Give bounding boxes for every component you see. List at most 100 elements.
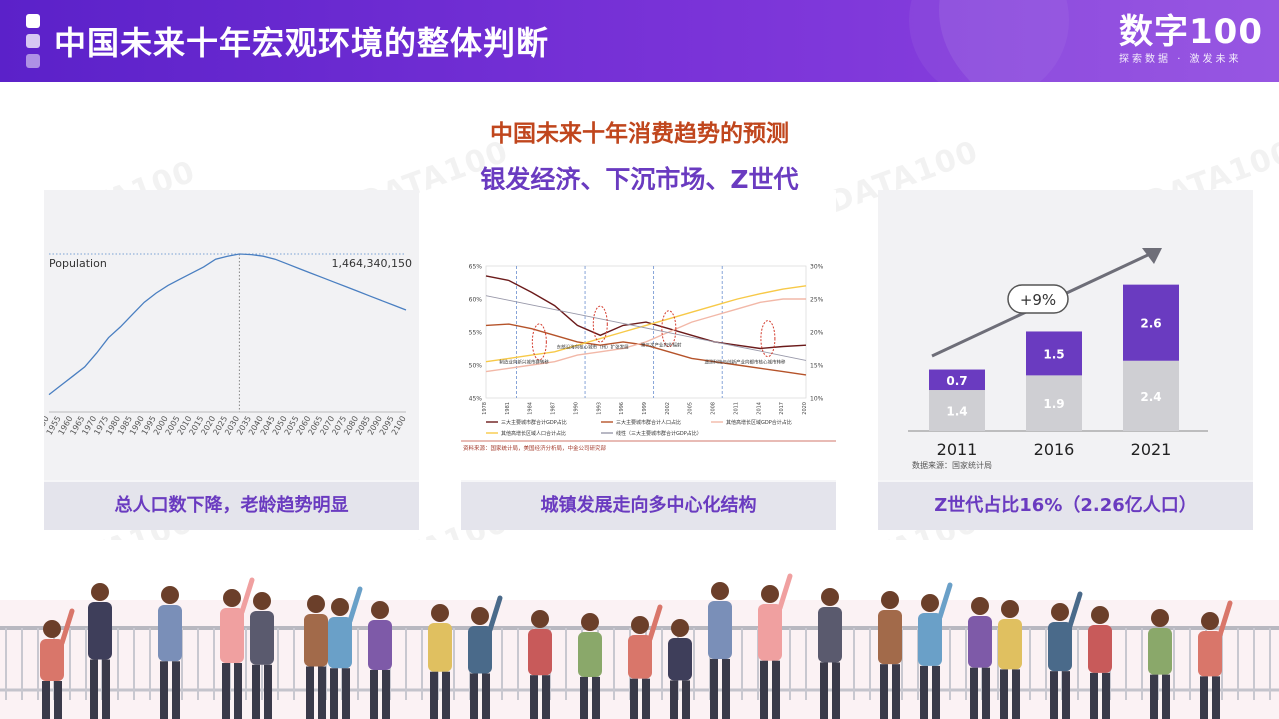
x-tick-label: 2017 — [779, 402, 785, 415]
chart-area: +9% 1.4 0.7 2011 1.9 1.5 2016 2.4 2.6 2021 数据来源：国家… — [878, 190, 1253, 480]
x-tick-label: 2016 — [1034, 440, 1075, 459]
legend-label: 其他高增长区域GDP合计占比 — [726, 419, 792, 426]
people-group — [40, 573, 1233, 719]
y-right-tick-label: 10% — [810, 396, 824, 403]
bar-segment — [1123, 284, 1179, 361]
urbanization-chart: 65% 60% 55% 50% 45% 30% 25% 20% 15% 10% 制造业向新兴城市群转… — [461, 264, 836, 452]
person-leg — [306, 666, 314, 719]
person-torso — [628, 635, 652, 679]
person-leg — [482, 673, 490, 719]
x-tick-label: 2005 — [688, 402, 694, 415]
x-tick-label: 1999 — [642, 402, 648, 415]
person-head — [761, 585, 779, 603]
bar-value-label: 2.4 — [1140, 390, 1161, 404]
person-head — [631, 616, 649, 634]
bar-value-label: 1.9 — [1043, 397, 1064, 411]
bar-value-label: 2.6 — [1140, 317, 1161, 331]
person-leg — [722, 658, 730, 719]
chart-annotation: 第三次产业向外辐射 — [641, 342, 682, 349]
person-torso — [40, 639, 64, 681]
x-tick-label: 1993 — [596, 402, 602, 415]
section-subheading: 银发经济、下沉市场、Z世代 — [480, 165, 799, 194]
person-head — [1051, 603, 1069, 621]
panel-caption: 城镇发展走向多中心化结构 — [461, 482, 836, 530]
person-torso — [468, 626, 492, 674]
person-head — [43, 620, 61, 638]
person-leg — [670, 680, 678, 719]
person-torso — [818, 607, 842, 663]
person-leg — [442, 671, 450, 719]
person-torso — [304, 614, 328, 667]
y-left-tick-label: 60% — [469, 297, 483, 304]
source-note: 数据来源：国家统计局 — [912, 460, 992, 470]
person-torso — [158, 605, 182, 662]
person-leg — [682, 680, 690, 719]
panel-caption: Z世代占比16%（2.26亿人口） — [878, 482, 1253, 530]
person-leg — [234, 663, 242, 719]
x-tick-label: 1981 — [505, 402, 511, 415]
person-torso — [528, 629, 552, 676]
person-raised-arm — [487, 595, 503, 633]
person-head — [331, 598, 349, 616]
trend-arrow-head — [1142, 248, 1162, 264]
panel-population: 1950 1955 1960 1965 1970 1975 1980 1985 1990 1995… — [33, 190, 419, 530]
highlight-ellipse — [661, 310, 677, 348]
x-tick-label: 1987 — [551, 402, 557, 415]
person-raised-arm — [777, 573, 793, 611]
person-head — [471, 607, 489, 625]
series-label: Population — [49, 257, 107, 270]
legend-label: 三大主要城市群合计人口占比 — [616, 419, 681, 426]
person-head — [307, 595, 325, 613]
person-raised-arm — [1217, 600, 1233, 638]
person-leg — [832, 662, 840, 719]
person-head — [711, 582, 729, 600]
person-raised-arm — [937, 582, 953, 620]
page-title: 中国未来十年宏观环境的整体判断 — [54, 24, 550, 62]
header-decoration — [939, 0, 1279, 82]
person-leg — [54, 681, 62, 719]
person-leg — [982, 667, 990, 719]
section-heading: 中国未来十年消费趋势的预测 — [490, 121, 789, 147]
series-line-0 — [485, 275, 807, 350]
person-leg — [760, 660, 768, 719]
person-head — [971, 597, 989, 615]
growth-callout — [1007, 284, 1069, 314]
x-tick-label: 1984 — [528, 402, 534, 415]
person-leg — [318, 666, 326, 719]
person-leg — [252, 664, 260, 719]
person-leg — [264, 664, 272, 719]
y-right-tick-label: 15% — [810, 363, 824, 370]
person-leg — [630, 678, 638, 719]
chart-area: 1950 1955 1960 1965 1970 1975 1980 1985 1990 1995… — [33, 190, 419, 480]
person-leg — [932, 665, 940, 719]
bar-segment — [1026, 375, 1082, 431]
person-torso — [998, 619, 1022, 670]
chart-annotation: 制造业向新兴城市群转移 — [499, 359, 549, 366]
person-leg — [592, 676, 600, 719]
series-line-2 — [485, 298, 806, 373]
highlight-ellipse — [592, 305, 608, 343]
person-leg — [530, 675, 538, 719]
person-leg — [1000, 669, 1008, 719]
person-torso — [220, 608, 244, 664]
person-torso — [1088, 625, 1112, 673]
header-square-icon — [26, 34, 40, 48]
person-leg — [892, 664, 900, 719]
x-tick-label: 2008 — [711, 402, 717, 415]
chart-area: 65% 60% 55% 50% 45% 30% 25% 20% 15% 10% 制造业向新兴城市群转… — [461, 190, 836, 480]
person-leg — [1102, 672, 1110, 719]
crowd-illustration — [0, 540, 1279, 719]
y-left-tick-label: 55% — [469, 330, 483, 337]
legend-label: 线性（三大主要城市群合计GDP占比） — [616, 430, 702, 437]
y-left-tick-label: 50% — [469, 363, 483, 370]
bar-segment — [1123, 360, 1179, 431]
logo-slogan: 探索数据 · 激发未来 — [1119, 54, 1242, 65]
person-torso — [668, 638, 692, 681]
person-leg — [642, 678, 650, 719]
person-leg — [382, 669, 390, 719]
series-line-4 — [485, 295, 807, 361]
person-leg — [1162, 674, 1170, 719]
x-tick-label: 2002 — [665, 402, 671, 415]
person-raised-arm — [1067, 591, 1083, 629]
y-left-tick-label: 65% — [469, 264, 483, 271]
